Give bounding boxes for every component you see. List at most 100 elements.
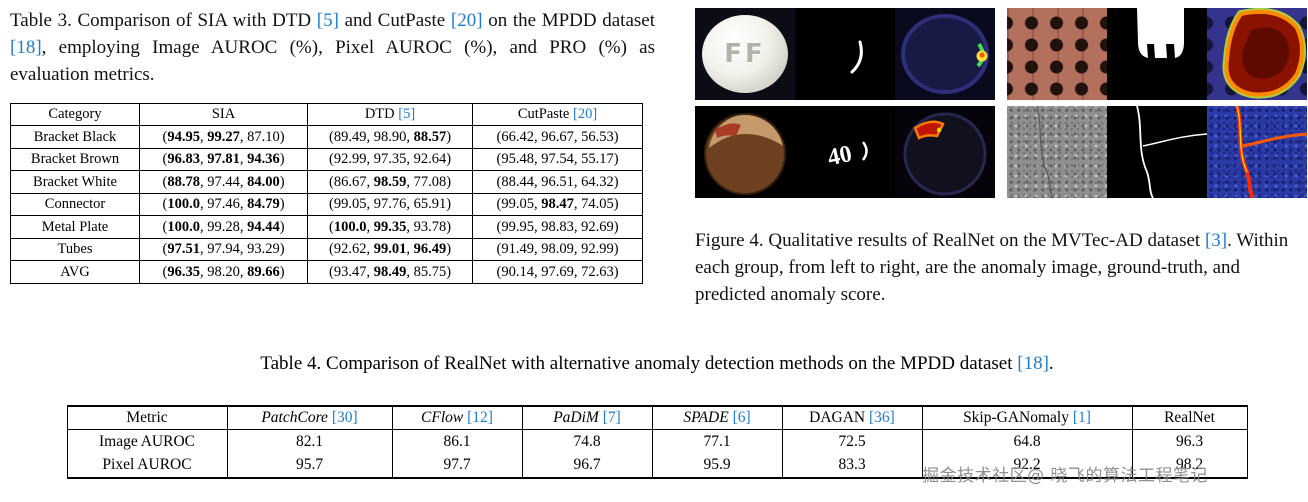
citation-link[interactable]: [1] bbox=[1072, 409, 1091, 427]
metric-value: 96.51 bbox=[541, 173, 574, 190]
mask-crack-icon bbox=[1136, 106, 1207, 198]
text-segment: , employing Image AUROC (%), Pixel AUROC… bbox=[10, 36, 655, 85]
table4-header-cell: Metric bbox=[66, 405, 228, 430]
metric-value: 96.67 bbox=[541, 128, 574, 145]
top-section: Table 3. Comparison of SIA with DTD [5] … bbox=[10, 8, 1307, 309]
scribble-text: 40 bbox=[825, 141, 854, 171]
metric-value: 95.48 bbox=[501, 151, 534, 168]
citation-link[interactable]: [20] bbox=[573, 106, 598, 123]
metric-value: 85.75 bbox=[413, 263, 447, 280]
metric-value: 93.47 bbox=[333, 263, 367, 280]
metric-value: 72.63 bbox=[581, 263, 614, 280]
table3-header-cell: DTD [5] bbox=[307, 102, 473, 127]
table4-header-cell: PaDiM [7] bbox=[521, 405, 653, 430]
citation-link[interactable]: [18] bbox=[10, 36, 42, 58]
table4-header-cell: Skip-GANomaly [1] bbox=[921, 405, 1133, 430]
metric-value-cell: 97.7 bbox=[391, 453, 523, 478]
table3-header-cell: Category bbox=[10, 102, 140, 127]
metric-triplet-cell: (88.78, 97.44, 84.00) bbox=[139, 170, 308, 194]
category-cell: Metal Plate bbox=[10, 215, 140, 239]
method-name: DAGAN bbox=[809, 409, 866, 427]
table4-caption: Table 4. Comparison of RealNet with alte… bbox=[10, 353, 1304, 375]
table3-header-cell: SIA bbox=[139, 102, 308, 127]
citation-link[interactable]: [30] bbox=[331, 409, 358, 427]
text-segment: Table 3. Comparison of SIA with DTD bbox=[10, 10, 317, 31]
metric-value: 94.44 bbox=[247, 218, 280, 235]
citation-link[interactable]: [7] bbox=[602, 409, 621, 427]
citation-link[interactable]: [18] bbox=[1017, 352, 1049, 374]
method-name: SPADE bbox=[683, 409, 729, 427]
heatmap-crack-icon bbox=[1235, 106, 1307, 198]
citation-link[interactable]: [20] bbox=[450, 10, 483, 31]
metric-value-cell: 77.1 bbox=[651, 429, 783, 454]
metric-value: 100.0 bbox=[167, 196, 200, 213]
table3-row: Bracket Brown (96.83, 97.81, 94.36) (92.99… bbox=[10, 147, 643, 172]
hazelnut-group: 40 bbox=[695, 106, 995, 198]
metric-value-cell: 98.2 bbox=[1131, 453, 1248, 478]
figure4-caption: Figure 4. Qualitative results of RealNet… bbox=[695, 228, 1307, 309]
table4-header-cell: SPADE [6] bbox=[651, 405, 783, 430]
metric-value: 86.67 bbox=[333, 173, 367, 190]
table3-row: Tubes (97.51, 97.94, 93.29) (92.62, 99.01,… bbox=[10, 237, 643, 262]
method-name: RealNet bbox=[1164, 409, 1215, 427]
metric-value: 92.99 bbox=[581, 241, 614, 258]
metric-value: 97.44 bbox=[207, 173, 240, 190]
metric-triplet-cell: (97.51, 97.94, 93.29) bbox=[139, 237, 308, 262]
metric-value-cell: 74.8 bbox=[521, 429, 653, 454]
metric-triplet-cell: (93.47, 98.49, 85.75) bbox=[307, 260, 473, 284]
metric-value: 99.05 bbox=[501, 196, 534, 213]
metric-value: 64.32 bbox=[581, 173, 614, 190]
metric-value: 99.05 bbox=[333, 196, 367, 213]
metric-value: 97.76 bbox=[373, 196, 407, 213]
table3-row: AVG (96.35, 98.20, 89.66) (93.47, 98.49, 8… bbox=[10, 260, 643, 284]
table3-row: Connector (100.0, 97.46, 84.79) (99.05, 97… bbox=[10, 192, 643, 217]
metric-value: 97.46 bbox=[207, 196, 240, 213]
metric-value: 99.01 bbox=[373, 241, 407, 258]
citation-link[interactable]: [5] bbox=[316, 10, 339, 31]
metric-value: 91.49 bbox=[501, 241, 534, 258]
mask-connector-icon bbox=[1137, 8, 1184, 58]
table4-header-cell: PatchCore [30] bbox=[226, 405, 393, 430]
metric-triplet-cell: (90.14, 97.69, 72.63) bbox=[472, 260, 643, 284]
metric-value: 96.83 bbox=[167, 151, 200, 168]
metric-value: 99.35 bbox=[373, 218, 407, 235]
metric-value: 96.49 bbox=[413, 241, 447, 258]
metric-value: 94.36 bbox=[247, 151, 280, 168]
metric-value: 98.83 bbox=[541, 218, 574, 235]
metric-value-cell: 92.2 bbox=[921, 453, 1133, 478]
metric-value: 89.66 bbox=[247, 263, 280, 280]
citation-link[interactable]: [6] bbox=[732, 409, 751, 427]
metric-value: 92.62 bbox=[333, 241, 367, 258]
metric-value-cell: 72.5 bbox=[781, 429, 923, 454]
metric-triplet-cell: (86.67, 98.59, 77.08) bbox=[307, 170, 473, 194]
metric-value-cell: 83.3 bbox=[781, 453, 923, 478]
citation-link[interactable]: [12] bbox=[467, 409, 493, 427]
metric-value: 92.99 bbox=[333, 151, 367, 168]
metric-value-cell: 96.3 bbox=[1131, 429, 1248, 454]
method-name: CFlow bbox=[421, 409, 464, 427]
metric-value: 88.78 bbox=[167, 173, 200, 190]
grid-ground-truth-mask bbox=[1107, 106, 1207, 198]
text-segment: Figure 4. Qualitative results of RealNet… bbox=[695, 230, 1205, 251]
metric-name-cell: Image AUROC bbox=[66, 429, 228, 454]
metric-value: 98.20 bbox=[207, 263, 240, 280]
table3-row: Bracket Black (94.95, 99.27, 87.10) (89.49… bbox=[10, 125, 643, 149]
citation-link[interactable]: [5] bbox=[398, 106, 416, 123]
metric-value: 97.51 bbox=[167, 241, 200, 258]
metric-value: 98.47 bbox=[541, 196, 574, 213]
metric-value: 89.49 bbox=[333, 128, 367, 145]
heatmap-hazelnut-icon bbox=[903, 112, 987, 196]
citation-link[interactable]: [36] bbox=[869, 409, 895, 427]
table3-row: Metal Plate (100.0, 99.28, 94.44) (100.0, … bbox=[10, 215, 643, 239]
method-name: PaDiM bbox=[553, 409, 599, 427]
table4-row: Pixel AUROC 95.7 97.7 96.7 95.9 83.3 92.2 98.2 bbox=[66, 453, 1248, 478]
metric-value-cell: 86.1 bbox=[391, 429, 523, 454]
metric-triplet-cell: (92.62, 99.01, 96.49) bbox=[307, 237, 473, 262]
grid-group bbox=[1007, 106, 1307, 198]
figure4-row-1: FF bbox=[695, 8, 1307, 100]
text-segment: on the MPDD dataset bbox=[482, 10, 655, 31]
metric-triplet-cell: (100.0, 99.28, 94.44) bbox=[139, 215, 308, 239]
metric-triplet-cell: (100.0, 97.46, 84.79) bbox=[139, 192, 308, 217]
pill-imprint-text: FF bbox=[724, 39, 766, 69]
citation-link[interactable]: [3] bbox=[1204, 230, 1228, 251]
